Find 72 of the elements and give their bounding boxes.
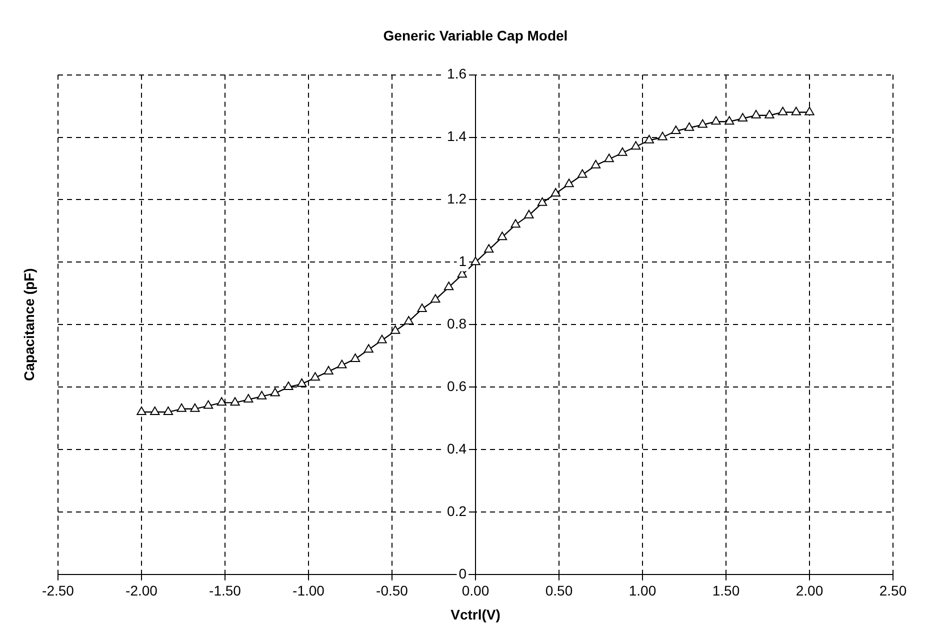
point [324,366,334,374]
point [778,106,788,116]
point [738,113,748,122]
point [364,344,374,353]
point [791,106,801,116]
point [270,388,280,396]
point [564,178,574,188]
y-tick-label: 1.2 [447,190,467,207]
point [284,382,294,390]
point [698,119,708,128]
y-tick-label: 0.4 [447,440,467,456]
point [296,378,307,387]
point [524,210,534,218]
x-axis-title: Vctrl(V) [450,606,500,622]
x-tick-label: -2.50 [42,582,74,599]
point [216,397,226,406]
y-tick-label: 0.6 [447,378,467,394]
point [190,403,200,412]
x-tick-label: -2.00 [126,582,158,599]
point [751,110,761,118]
point [618,147,628,156]
point [176,403,186,412]
y-tick-label: 0.2 [447,502,467,519]
point [244,394,254,403]
point [404,316,414,324]
y-tick-label: 0.8 [447,315,467,332]
point [590,160,601,168]
point [671,126,681,134]
y-tick-label: 1.6 [447,66,467,82]
chart-title: Generic Variable Cap Model [383,27,568,44]
point [430,294,440,303]
point [764,110,774,118]
x-tick-label: 1.50 [712,582,740,599]
point [711,116,721,125]
y-axis-title: Capacitance (pF) [20,268,37,382]
point [630,141,641,150]
point [150,406,160,416]
point [724,116,734,125]
x-tick-label: 0.00 [462,582,490,599]
point [484,244,494,253]
point [377,334,387,344]
point [550,188,560,196]
point [804,106,814,116]
point [136,406,146,416]
x-tick-label: -1.00 [292,582,325,599]
y-tick-label: 1.4 [447,128,467,144]
point [417,303,427,312]
point [350,353,360,362]
point [256,390,267,400]
point [644,134,654,144]
point [658,132,668,140]
x-tick-label: -1.50 [209,582,242,599]
point [684,122,694,131]
point [537,197,548,206]
point [444,282,454,290]
x-tick-label: 1.00 [628,582,656,599]
point [390,325,400,334]
point [497,232,508,240]
y-tick-label: 0 [458,565,467,582]
point [163,406,174,416]
point [203,400,214,409]
point [310,372,320,381]
x-tick-label: -0.50 [376,582,408,599]
point [578,169,588,178]
point [337,360,347,368]
x-tick-label: 2.50 [879,582,907,599]
point [230,397,240,406]
x-tick-label: 2.00 [796,582,824,599]
y-tick-label: 1 [458,253,467,270]
point [604,154,614,162]
x-tick-label: 0.50 [545,582,573,599]
point [510,219,520,228]
